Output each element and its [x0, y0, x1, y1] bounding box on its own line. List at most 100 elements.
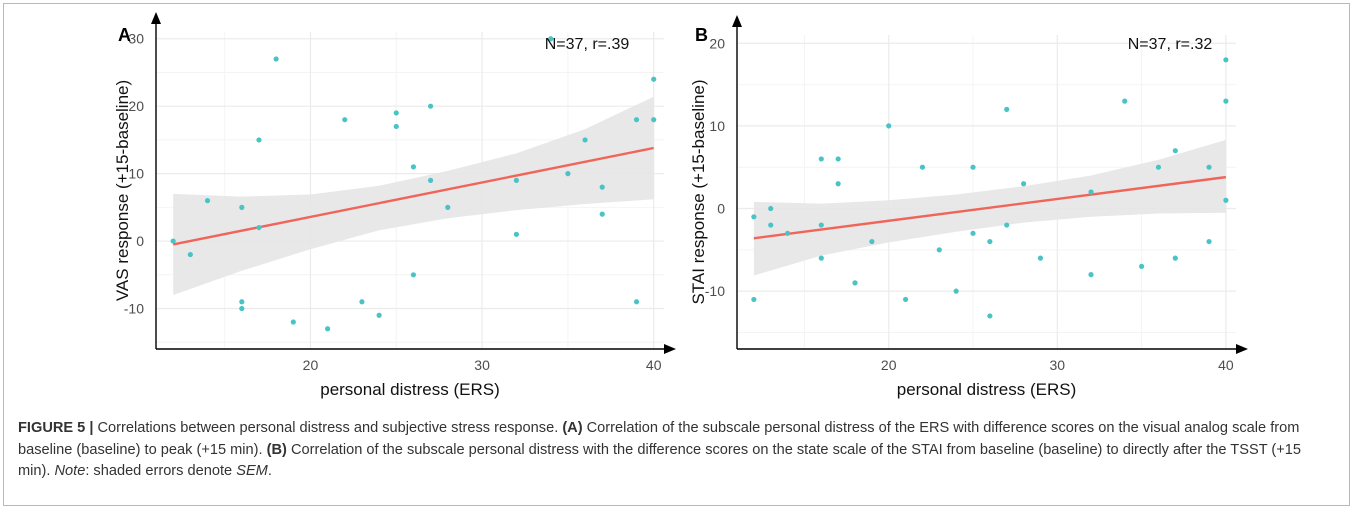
data-point: [513, 231, 520, 237]
stats-annotation: N=37, r=.39: [545, 36, 630, 53]
chart-panel-b: -10 0 10 20 20 30 40 personal distress (ERS) STA…: [689, 15, 1248, 399]
data-point: [410, 272, 417, 278]
x-tick-label: 30: [474, 357, 490, 373]
data-point: [936, 247, 942, 253]
caption-b-tag: (B): [266, 441, 287, 458]
data-point: [768, 222, 774, 228]
data-point: [239, 305, 245, 312]
data-point: [582, 137, 588, 143]
data-point: [342, 117, 348, 123]
data-point: [902, 296, 909, 303]
data-point: [970, 164, 976, 170]
y-tick-label: 20: [709, 35, 725, 51]
data-point: [1223, 57, 1229, 63]
data-point: [751, 296, 757, 303]
regression-line: [753, 175, 1227, 240]
x-tick-label: 40: [1218, 357, 1234, 373]
data-point: [751, 214, 757, 220]
data-point: [1155, 164, 1162, 170]
data-point: [987, 238, 993, 245]
charts-svg: -10 0 10 20 30 20 30 40 personal distress (ERS) V…: [113, 12, 1248, 399]
data-point: [1004, 106, 1010, 112]
data-point: [818, 156, 824, 162]
y-tick-label: 30: [128, 31, 144, 47]
data-point: [256, 137, 262, 143]
data-point: [1004, 222, 1010, 228]
data-point: [633, 299, 640, 305]
data-point: [1138, 263, 1145, 269]
x-axis-label: personal distress (ERS): [320, 380, 500, 399]
data-point: [651, 117, 657, 123]
data-point: [970, 230, 976, 236]
caption-b-text: Correlation of the subscale personal dis…: [18, 441, 1302, 480]
data-point: [1020, 181, 1027, 187]
data-point: [1037, 255, 1044, 261]
data-point: [445, 204, 451, 210]
data-point: [204, 198, 211, 204]
data-point: [1122, 98, 1128, 104]
regression-line: [172, 146, 654, 246]
x-axis-arrow: [1236, 344, 1248, 354]
x-tick-label: 20: [881, 357, 897, 373]
data-point: [410, 164, 417, 170]
data-point: [239, 204, 245, 210]
y-axis-label: VAS response (+15-baseline): [113, 80, 132, 301]
data-point: [290, 319, 296, 325]
data-point: [359, 299, 365, 305]
caption-end: .: [267, 463, 272, 479]
x-axis-arrow: [664, 344, 676, 354]
data-point: [393, 123, 399, 130]
y-axis-arrow: [151, 12, 161, 24]
data-point: [599, 211, 605, 217]
y-axis-label: STAI response (+15-baseline): [689, 79, 708, 304]
data-point: [768, 205, 774, 212]
stats-annotation: N=37, r=.32: [1128, 36, 1213, 53]
data-point: [1206, 164, 1212, 170]
y-tick-label: 20: [128, 98, 144, 114]
x-tick-label: 40: [646, 357, 662, 373]
x-tick-label: 20: [303, 357, 319, 373]
data-point: [1088, 189, 1094, 195]
data-point: [393, 110, 399, 116]
data-point: [187, 251, 193, 258]
data-point: [835, 181, 841, 187]
data-point: [170, 238, 176, 244]
data-point: [633, 117, 640, 123]
data-point: [599, 184, 605, 190]
y-tick-label: 10: [128, 166, 144, 182]
caption-a-text: Correlation of the subscale personal dis…: [18, 420, 1300, 458]
data-point: [784, 230, 791, 236]
panel-label: A: [118, 25, 131, 45]
data-point: [427, 177, 434, 183]
data-point: [869, 238, 875, 245]
caption-note-label: Note: [54, 463, 86, 479]
data-point: [651, 76, 657, 82]
data-point: [273, 56, 279, 62]
data-point: [1223, 98, 1229, 104]
caption-a-tag: (A): [562, 420, 583, 436]
data-point: [886, 123, 892, 129]
data-point: [513, 177, 520, 183]
data-point: [1172, 255, 1178, 261]
data-point: [376, 312, 382, 318]
y-tick-label: 10: [709, 118, 725, 134]
data-point: [1088, 272, 1094, 278]
data-point: [1206, 238, 1212, 245]
data-point: [919, 164, 926, 170]
data-point: [239, 299, 245, 305]
panel-label: B: [695, 25, 708, 45]
x-axis-label: personal distress (ERS): [897, 380, 1077, 399]
data-point: [818, 255, 824, 261]
data-point: [818, 222, 824, 228]
y-tick-label: -10: [705, 283, 725, 299]
chart-panel-a: -10 0 10 20 30 20 30 40 personal distress (ERS) V…: [113, 12, 676, 399]
data-point: [565, 171, 571, 177]
data-point: [548, 36, 554, 42]
data-point: [1172, 148, 1178, 154]
data-point: [953, 288, 959, 294]
data-point: [835, 156, 841, 162]
data-point: [1223, 197, 1229, 203]
x-tick-label: 30: [1050, 357, 1066, 373]
caption-note-term: SEM: [236, 463, 268, 479]
data-point: [852, 280, 858, 286]
